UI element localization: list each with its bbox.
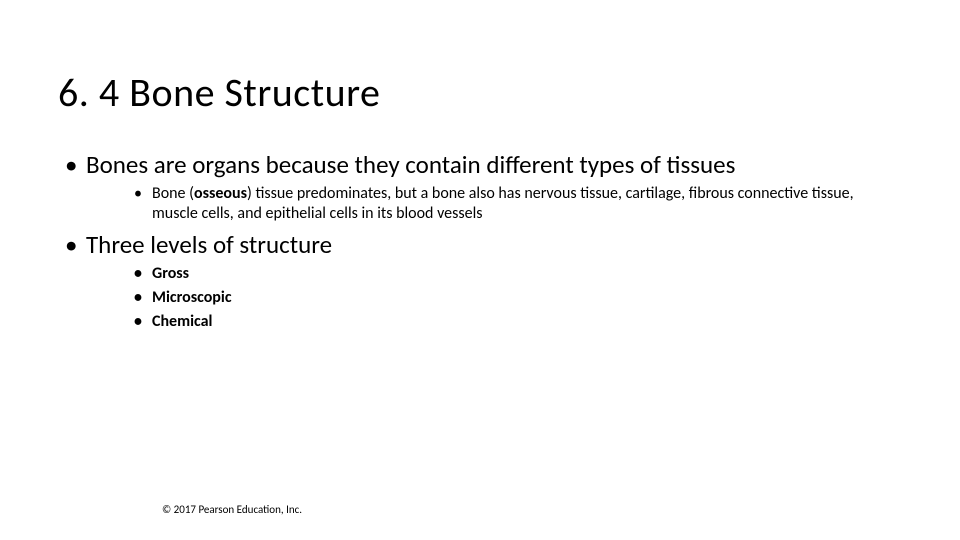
bullet-lvl2: Bone (osseous) tissue predominates, but …: [86, 184, 902, 224]
bullet-text: Bones are organs because they contain di…: [86, 149, 735, 180]
bullet-lvl2: Microscopic: [86, 288, 902, 308]
bullet-lvl2: Gross: [86, 264, 902, 284]
bullet-text: Gross: [152, 264, 189, 283]
bold-term: osseous: [194, 184, 247, 203]
slide-title: 6. 4 Bone Structure: [58, 68, 380, 117]
bullet-lvl1: Bones are organs because they contain di…: [58, 150, 902, 224]
bullet-text: Microscopic: [152, 288, 232, 307]
bullet-text: Bone (: [152, 184, 194, 203]
bullet-text: ) tissue predominates, but a bone also h…: [152, 184, 854, 223]
bullet-lvl2: Chemical: [86, 312, 902, 332]
bullet-list-lvl2: Bone (osseous) tissue predominates, but …: [86, 184, 902, 224]
bullet-lvl1: Three levels of structure Gross Microsco…: [58, 230, 902, 332]
bullet-list-lvl1: Bones are organs because they contain di…: [58, 150, 902, 332]
bullet-list-lvl2: Gross Microscopic Chemical: [86, 264, 902, 332]
bullet-text: Chemical: [152, 312, 212, 331]
slide-body: Bones are organs because they contain di…: [58, 150, 902, 338]
copyright-footer: © 2017 Pearson Education, Inc.: [162, 503, 302, 516]
slide: 6. 4 Bone Structure Bones are organs bec…: [0, 0, 960, 540]
bullet-text: Three levels of structure: [86, 229, 332, 260]
